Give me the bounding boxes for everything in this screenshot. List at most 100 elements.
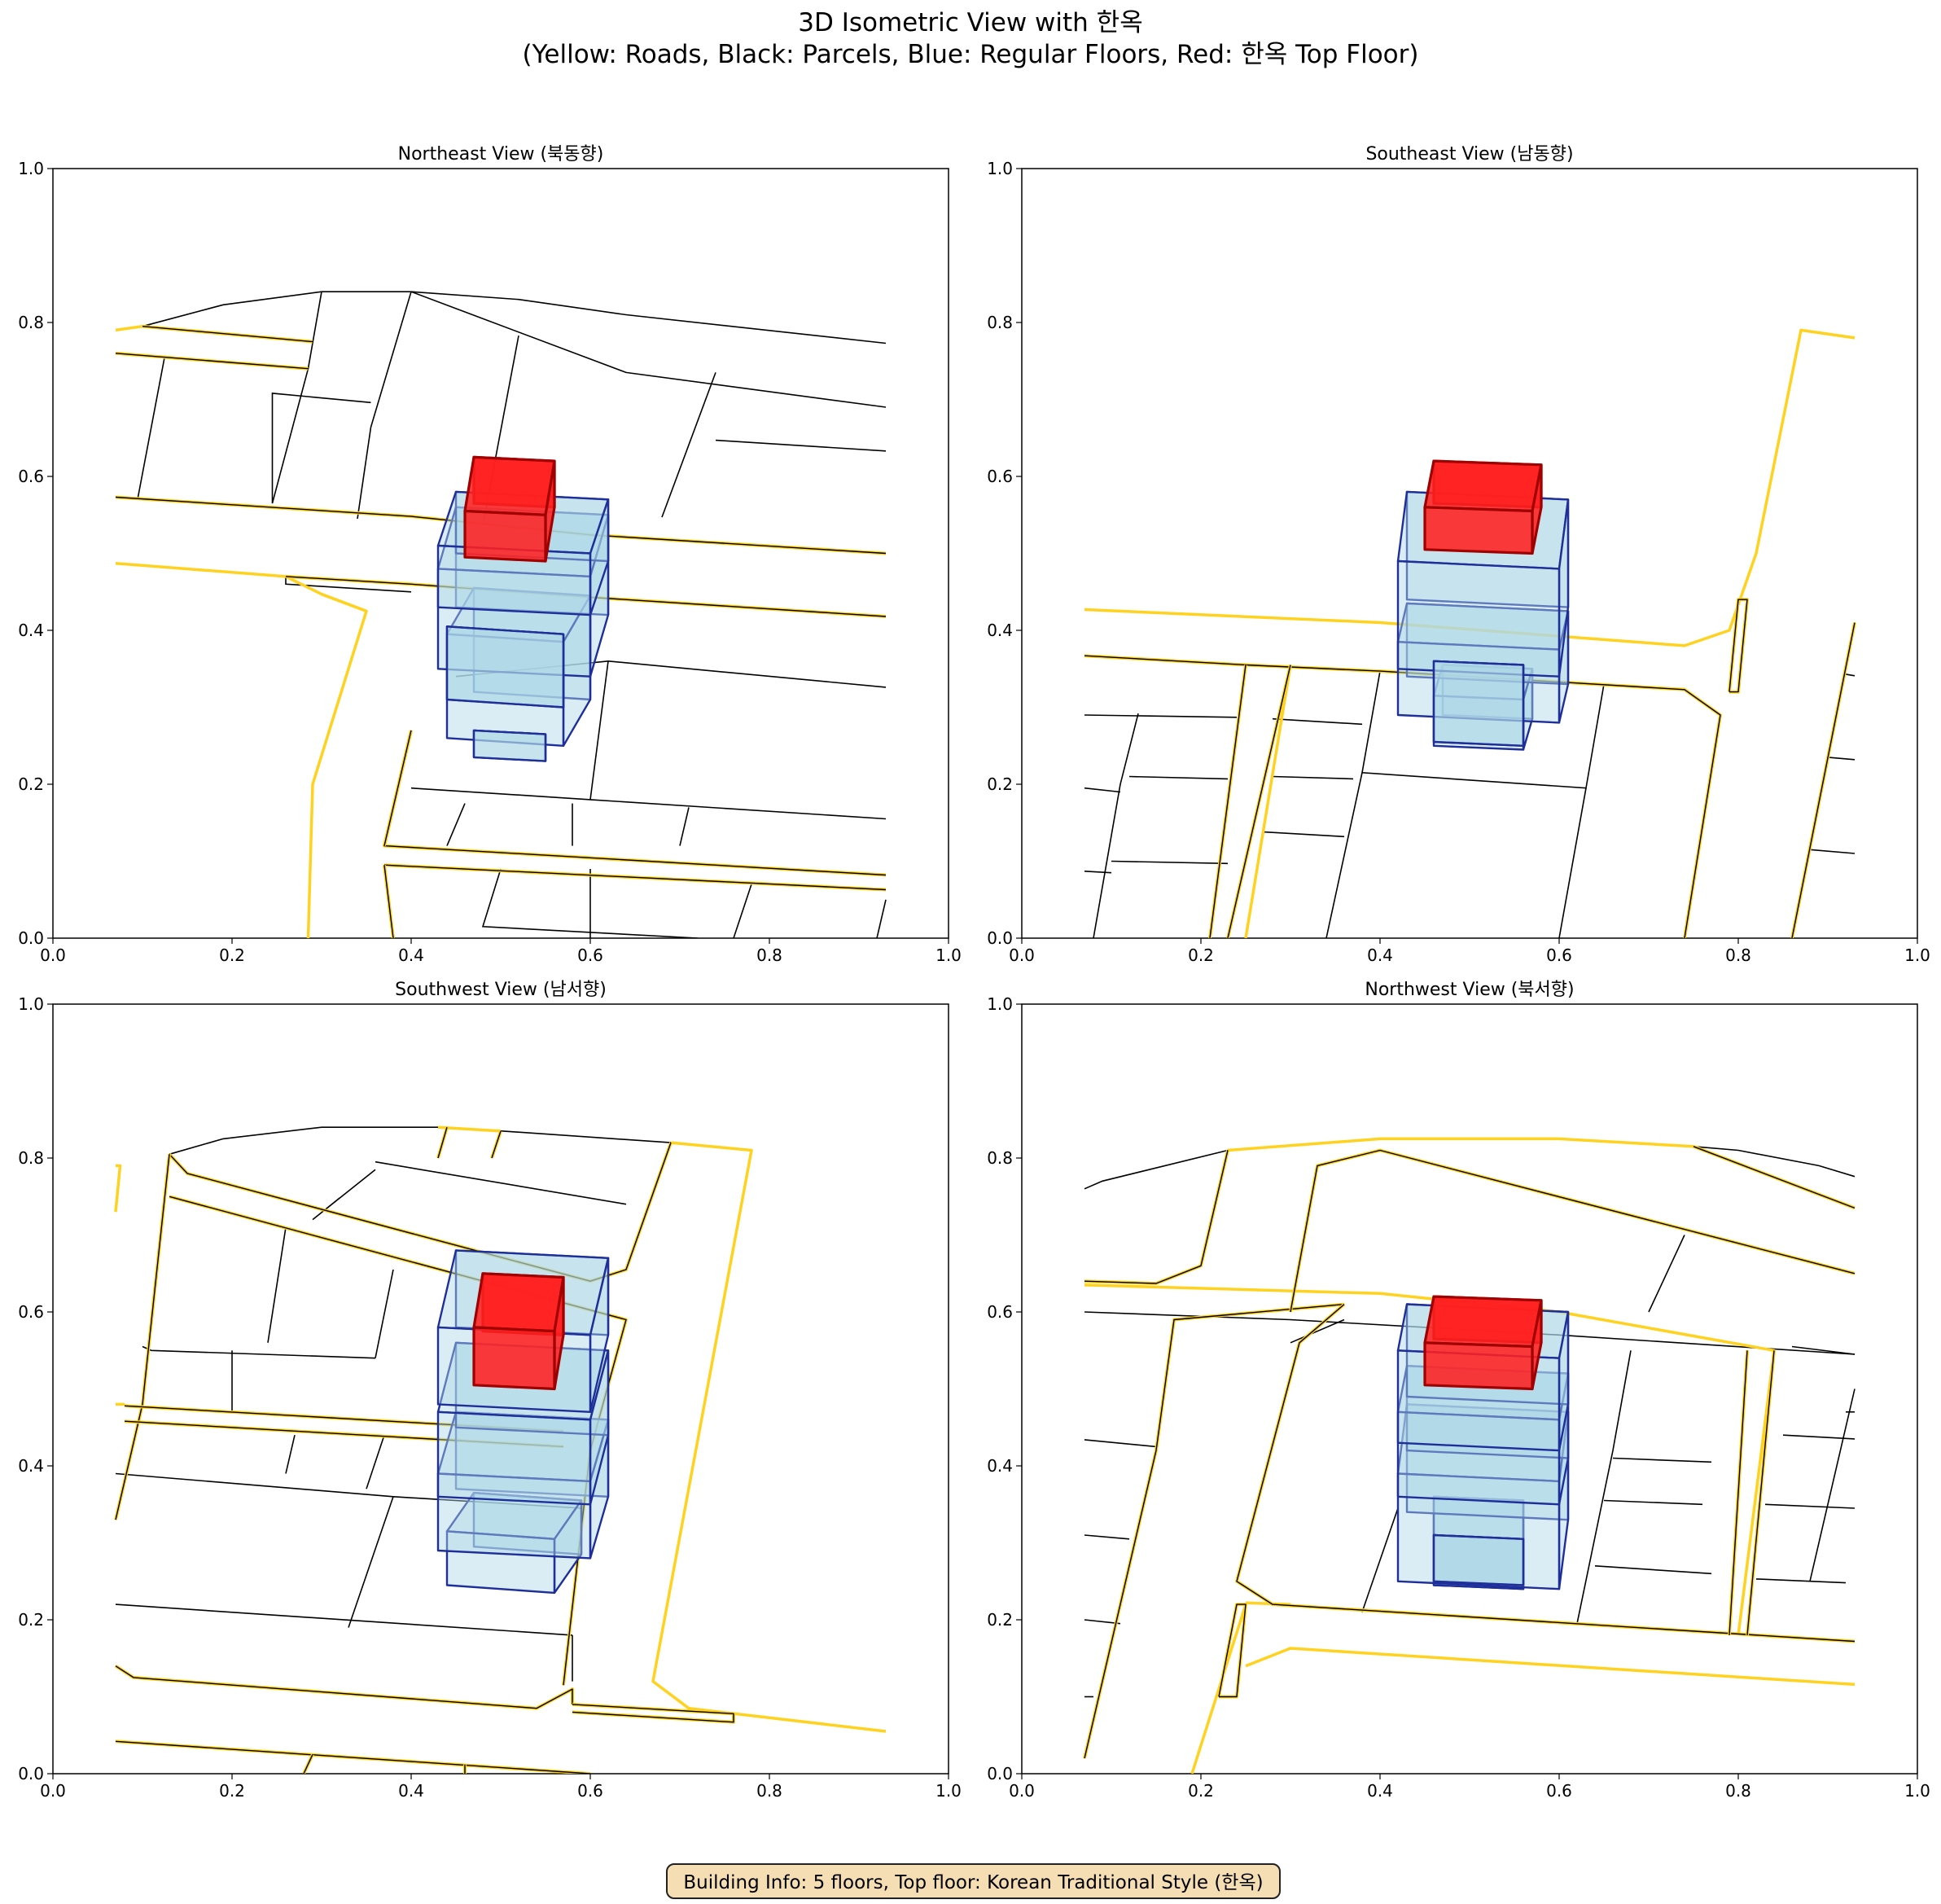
road-line — [321, 592, 367, 613]
y-tick-label: 0.0 — [18, 1764, 44, 1783]
hanok-top-floor — [463, 509, 547, 563]
y-tick-label: 0.8 — [18, 313, 44, 332]
y-tick-label: 1.0 — [18, 994, 44, 1014]
figure-title-line-2: (Yellow: Roads, Black: Parcels, Blue: Re… — [522, 40, 1419, 69]
parcel-line — [1791, 1345, 1856, 1355]
regular-floor-block — [445, 625, 565, 709]
parcel-line — [285, 576, 412, 593]
y-tick-label: 1.0 — [18, 159, 44, 178]
panel-title: Northwest View (북서향) — [1365, 980, 1574, 1000]
parcel-line — [1272, 717, 1363, 726]
road-edge-outline — [1227, 665, 1291, 938]
hanok-top-floor — [1423, 1295, 1543, 1349]
parcel-line — [1325, 772, 1363, 938]
regular-floor-block — [445, 1530, 556, 1595]
road-edge-outline — [1084, 1303, 1345, 1759]
road-line — [115, 324, 143, 332]
road-edge-outline — [115, 1665, 573, 1709]
parcel-line — [115, 1603, 573, 1636]
y-tick-label: 0.2 — [18, 774, 44, 794]
road-edge-outline — [142, 326, 313, 343]
panel-1: Northeast View (북동향) 0.0 0.2 0.4 0.6 0.8 1.0 0.… — [18, 144, 962, 965]
parcel-line — [1558, 787, 1587, 938]
parcel-line — [1272, 775, 1354, 780]
road-edge-outline — [303, 1754, 313, 1774]
road-edge-outline — [124, 1405, 564, 1432]
road-edge-outline — [1236, 1304, 1856, 1643]
parcel-line — [312, 1169, 376, 1221]
figure-title-line-1: 3D Isometric View with 한옥 — [798, 8, 1143, 37]
hanok-top-floor — [1423, 506, 1534, 555]
parcel-line — [1809, 1389, 1856, 1582]
road-edge-outline — [115, 1740, 591, 1774]
parcel-line — [357, 291, 412, 520]
parcel-line — [1845, 673, 1856, 677]
x-tick-label: 0.6 — [1546, 945, 1572, 965]
x-tick-label: 0.2 — [219, 1781, 245, 1801]
regular-floor-block — [436, 1410, 592, 1506]
regular-floor-block — [1396, 559, 1561, 678]
parcel-line — [446, 803, 466, 846]
parcel-line — [1576, 1350, 1632, 1624]
y-tick-label: 0.8 — [987, 1148, 1013, 1168]
road-line — [1227, 1137, 1694, 1152]
road-edge-outline — [1728, 1350, 1748, 1635]
parcel-line — [1084, 1149, 1229, 1190]
x-tick-label: 0.2 — [219, 945, 245, 965]
hanok-top-floor — [463, 455, 556, 516]
y-tick-label: 0.8 — [987, 313, 1013, 332]
y-tick-label: 0.4 — [18, 1456, 44, 1476]
road-edge-outline — [169, 1142, 672, 1282]
road-line — [1244, 665, 1292, 938]
road-edge-outline — [1791, 622, 1856, 938]
road-edge-outline — [437, 1127, 448, 1159]
parcel-line — [1263, 831, 1345, 838]
plot-area — [114, 1125, 887, 1774]
y-tick-label: 0.2 — [18, 1610, 44, 1630]
road-edge-outline — [1746, 1350, 1775, 1635]
y-tick-label: 0.4 — [987, 621, 1013, 640]
parcel-line — [375, 1269, 394, 1358]
road-line — [114, 1164, 122, 1213]
plot-area — [115, 291, 887, 938]
parcel-line — [169, 1126, 672, 1156]
parcel-line — [1128, 775, 1229, 780]
parcel-line — [267, 1226, 287, 1343]
road-line — [1084, 328, 1856, 647]
regular-floor-block — [1432, 660, 1525, 747]
regular-floor-block — [436, 568, 592, 678]
panel-4: Northwest View (북서향) 0.0 0.2 0.4 0.6 0.8 1.0 0.… — [987, 980, 1930, 1801]
road-edge-outline — [383, 865, 394, 938]
road-edge-outline — [572, 1704, 734, 1723]
building-info-text: Building Info: 5 floors, Top floor: Kore… — [683, 1872, 1264, 1893]
regular-floor-block — [1432, 1533, 1525, 1586]
x-tick-label: 0.4 — [1367, 1781, 1393, 1801]
road-edge-outline — [124, 1420, 564, 1448]
parcel-line — [348, 1496, 394, 1628]
parcel-line — [1084, 1534, 1130, 1540]
parcel-line — [142, 1345, 376, 1359]
y-tick-label: 0.0 — [18, 928, 44, 948]
road-edge-outline — [1290, 1149, 1856, 1313]
parcel-line — [1111, 860, 1229, 865]
x-tick-label: 0.8 — [1725, 1781, 1751, 1801]
parcel-line — [1809, 849, 1856, 854]
panel-3: Southwest View (남서향) 0.0 0.2 0.4 0.6 0.8 1.0 0.… — [18, 980, 962, 1801]
parcel-line — [1290, 1318, 1345, 1344]
road-edge-outline — [383, 864, 887, 891]
panel-title: Northeast View (북동향) — [398, 144, 604, 165]
y-tick-label: 1.0 — [987, 994, 1013, 1014]
y-tick-label: 0.6 — [18, 467, 44, 486]
parcel-line — [1361, 1507, 1399, 1612]
hanok-top-floor — [1423, 459, 1543, 513]
regular-floor-block — [436, 1472, 592, 1560]
parcel-line — [661, 372, 716, 518]
y-tick-label: 1.0 — [987, 159, 1013, 178]
parcel-line — [137, 355, 166, 498]
regular-floor-block — [445, 633, 565, 747]
y-tick-label: 0.2 — [987, 1610, 1013, 1630]
parcel-line — [366, 1434, 385, 1489]
x-tick-label: 0.2 — [1188, 945, 1214, 965]
x-tick-label: 0.4 — [398, 1781, 424, 1801]
x-tick-label: 0.0 — [40, 945, 66, 965]
